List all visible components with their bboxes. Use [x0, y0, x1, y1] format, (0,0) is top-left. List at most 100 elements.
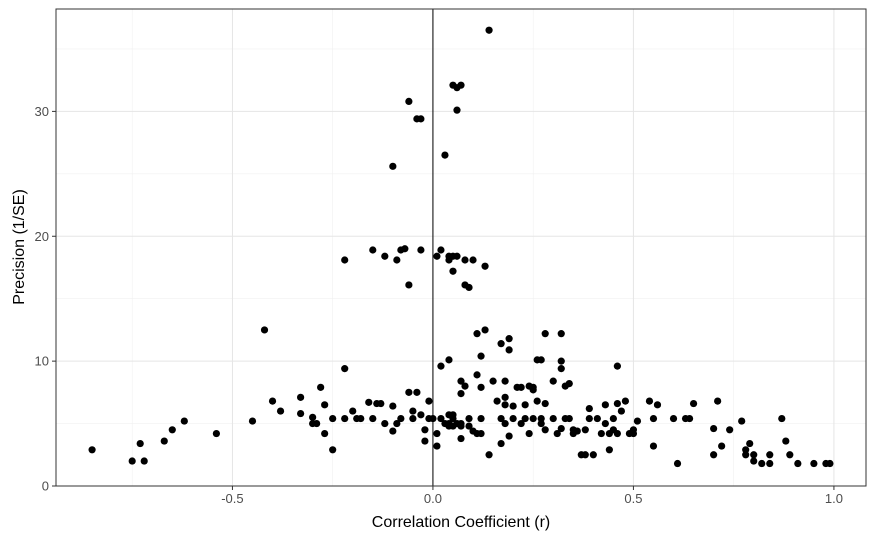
data-point — [778, 414, 786, 423]
data-point — [609, 414, 617, 423]
data-point — [453, 106, 461, 114]
data-point — [389, 402, 397, 410]
data-point — [501, 419, 509, 428]
plot-panel-border — [55, 8, 867, 487]
data-point — [393, 256, 401, 264]
data-point — [521, 414, 529, 423]
data-point — [810, 459, 818, 468]
data-point — [329, 414, 337, 423]
data-point — [473, 330, 481, 338]
x-axis: -0.5 0.0 0.5 1.0 — [221, 486, 843, 506]
data-point — [341, 256, 349, 264]
data-point — [501, 393, 509, 401]
y-tick-label: 10 — [35, 354, 49, 369]
data-point — [505, 432, 513, 440]
data-point — [585, 414, 593, 423]
plot-panel-background — [56, 9, 866, 486]
x-tick-label: -0.5 — [221, 491, 243, 506]
data-point — [268, 397, 277, 405]
data-point — [425, 397, 433, 405]
x-tick-label: 1.0 — [825, 491, 843, 506]
data-point — [645, 397, 654, 405]
x-tick-label: 0.0 — [424, 491, 442, 506]
data-point — [421, 426, 429, 434]
data-point — [321, 401, 329, 409]
data-point — [541, 399, 549, 408]
data-point — [565, 414, 573, 423]
data-point — [433, 442, 441, 450]
data-point — [365, 398, 373, 406]
data-point — [393, 419, 401, 428]
data-point — [673, 459, 682, 468]
data-point — [553, 429, 561, 438]
data-point — [168, 426, 176, 434]
data-point — [521, 401, 529, 409]
x-tick-label: 0.5 — [624, 491, 642, 506]
data-point — [128, 457, 136, 465]
data-point — [465, 414, 473, 423]
data-point — [509, 414, 517, 423]
data-point — [786, 451, 794, 459]
data-point — [441, 151, 449, 159]
data-point — [601, 401, 609, 409]
data-point — [180, 417, 188, 425]
data-point — [549, 377, 557, 385]
data-point — [557, 365, 565, 373]
data-point — [537, 414, 545, 423]
data-point — [481, 262, 489, 270]
data-point — [742, 446, 750, 454]
data-point — [409, 407, 417, 415]
data-point — [321, 429, 329, 438]
data-point — [413, 388, 421, 396]
data-point — [633, 417, 642, 425]
data-point — [501, 401, 509, 409]
data-point — [357, 414, 365, 423]
data-point — [689, 399, 698, 408]
data-point — [581, 451, 589, 459]
data-point — [517, 419, 525, 428]
data-point — [782, 437, 790, 445]
data-point — [341, 365, 349, 373]
data-point — [405, 281, 413, 289]
data-point — [758, 459, 766, 468]
data-point — [533, 397, 541, 405]
y-axis-title: Precision (1/SE) — [11, 189, 28, 305]
data-point — [750, 457, 758, 465]
data-point — [469, 256, 477, 264]
data-point — [557, 330, 565, 338]
data-point — [397, 414, 405, 423]
data-point — [437, 246, 445, 254]
data-point — [433, 252, 441, 260]
data-point — [649, 414, 658, 423]
data-point — [497, 439, 505, 448]
data-point — [457, 377, 465, 385]
data-point — [621, 397, 630, 405]
data-point — [589, 451, 597, 459]
data-point — [766, 459, 774, 468]
data-point — [517, 383, 525, 391]
data-point — [573, 427, 581, 435]
data-point — [529, 383, 537, 391]
data-point — [505, 346, 513, 354]
data-point — [549, 414, 557, 423]
data-point — [585, 404, 593, 413]
data-point — [417, 115, 425, 123]
data-point — [417, 411, 425, 419]
data-point — [260, 326, 269, 334]
data-point — [529, 414, 537, 423]
data-point — [457, 434, 465, 443]
data-point — [565, 380, 573, 388]
data-point — [581, 426, 589, 434]
data-point — [525, 429, 533, 438]
data-point — [461, 382, 469, 390]
data-point — [429, 414, 437, 423]
data-point — [309, 413, 317, 421]
data-point — [248, 417, 257, 425]
data-point — [537, 419, 545, 428]
data-point — [605, 446, 613, 454]
data-point — [505, 335, 513, 343]
x-axis-title: Correlation Coefficient (r) — [372, 514, 550, 531]
data-point — [389, 427, 397, 435]
data-point — [401, 245, 409, 253]
